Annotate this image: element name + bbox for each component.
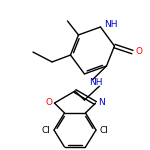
Text: NH: NH — [89, 78, 102, 87]
Text: O: O — [136, 47, 143, 56]
Text: N: N — [98, 98, 105, 107]
Text: Cl: Cl — [100, 126, 109, 135]
Text: O: O — [45, 98, 52, 107]
Text: NH: NH — [104, 20, 118, 29]
Text: Cl: Cl — [41, 126, 50, 135]
